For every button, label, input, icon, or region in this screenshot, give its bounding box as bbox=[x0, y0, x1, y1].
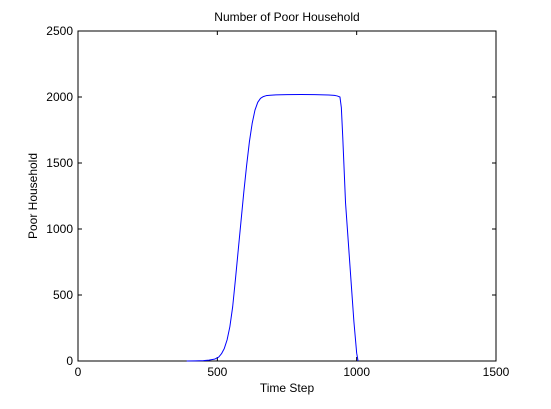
y-axis-ticks: 0 500 1000 1500 2000 2500 bbox=[46, 24, 496, 368]
x-axis-label: Time Step bbox=[260, 381, 315, 395]
y-tick-label: 500 bbox=[53, 288, 73, 302]
x-tick-label: 500 bbox=[207, 365, 227, 379]
y-tick-label: 1000 bbox=[46, 222, 73, 236]
x-tick-label: 1500 bbox=[483, 365, 510, 379]
x-axis-ticks: 0 500 1000 1500 bbox=[75, 31, 510, 379]
series-layer bbox=[186, 93, 359, 362]
y-tick-label: 0 bbox=[66, 354, 73, 368]
y-tick-label: 1500 bbox=[46, 156, 73, 170]
x-tick-label: 1000 bbox=[343, 365, 370, 379]
plot-frame bbox=[77, 30, 497, 362]
y-tick-label: 2000 bbox=[46, 90, 73, 104]
x-tick-label: 0 bbox=[75, 365, 82, 379]
chart-title: Number of Poor Household bbox=[214, 10, 359, 24]
y-tick-label: 2500 bbox=[46, 24, 73, 38]
y-axis-label: Poor Household bbox=[26, 153, 40, 239]
series-line bbox=[186, 93, 359, 362]
